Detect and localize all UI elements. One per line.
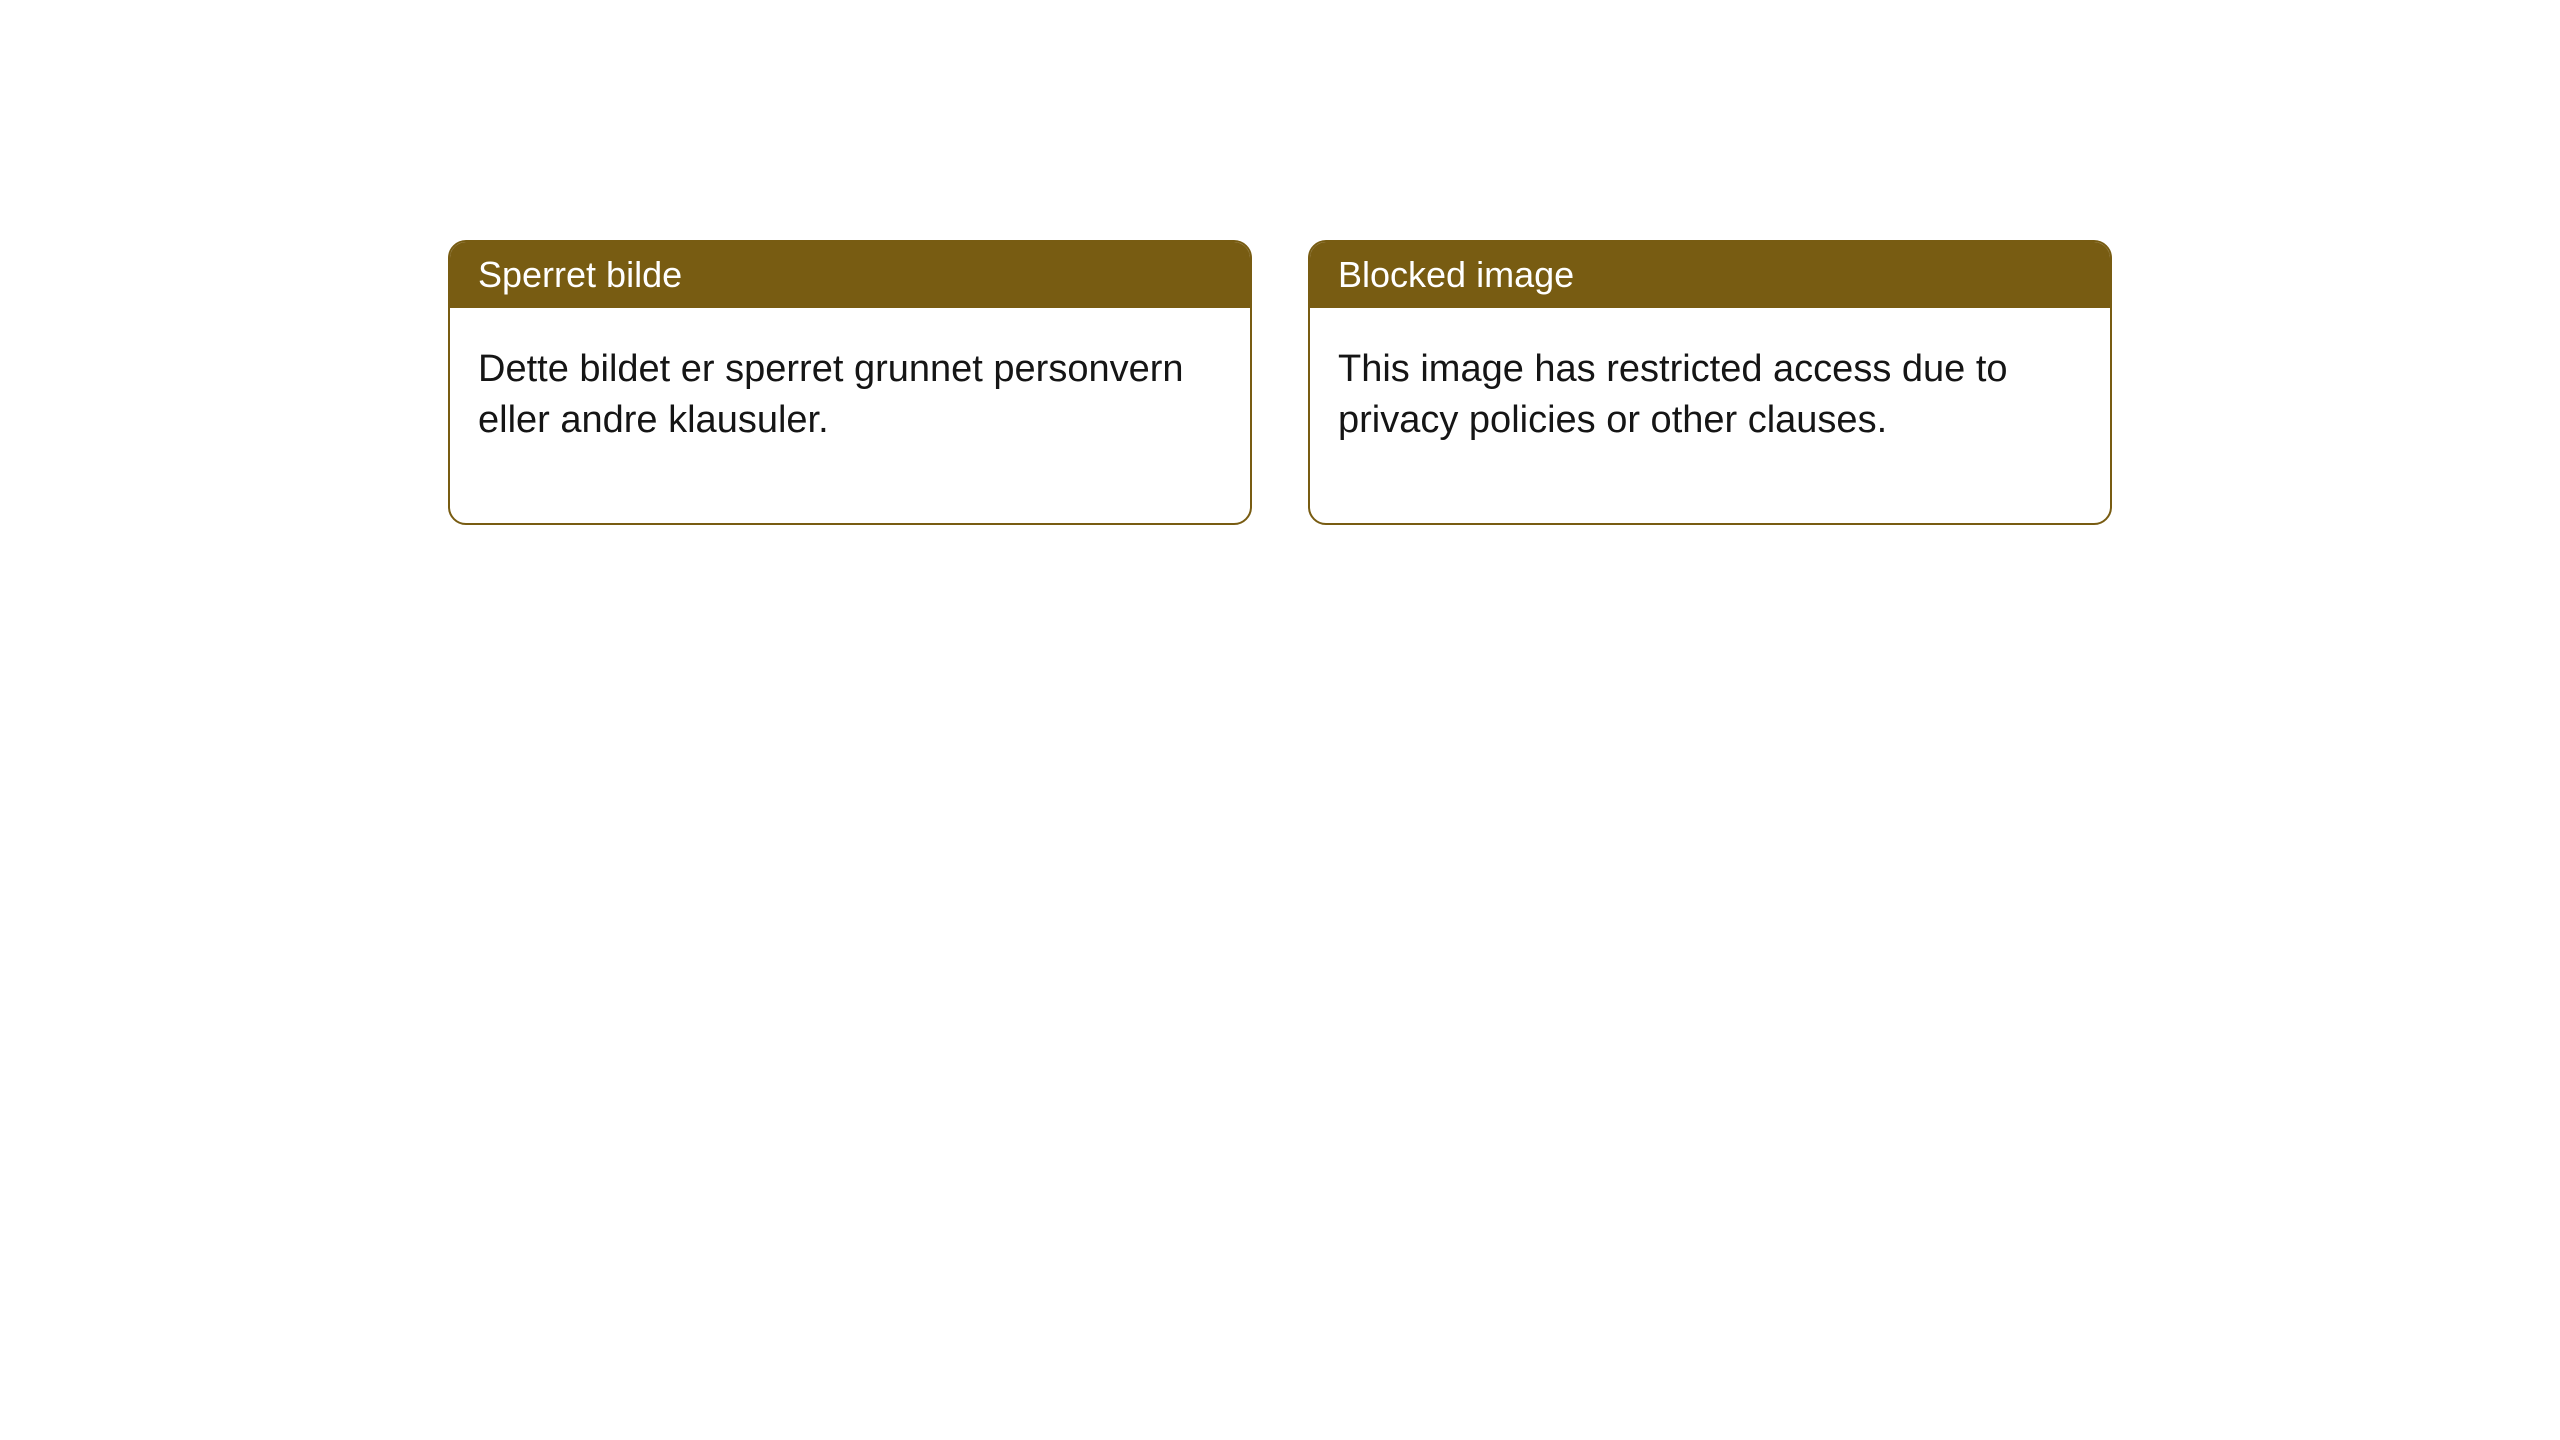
notice-header: Sperret bilde: [450, 242, 1250, 308]
notice-header: Blocked image: [1310, 242, 2110, 308]
notice-body-text: Dette bildet er sperret grunnet personve…: [478, 348, 1184, 441]
notice-title: Blocked image: [1338, 254, 1574, 295]
notice-title: Sperret bilde: [478, 254, 682, 295]
notice-container: Sperret bilde Dette bildet er sperret gr…: [448, 240, 2112, 525]
notice-body: Dette bildet er sperret grunnet personve…: [450, 308, 1250, 523]
notice-body-text: This image has restricted access due to …: [1338, 348, 2008, 441]
notice-body: This image has restricted access due to …: [1310, 308, 2110, 523]
notice-card-english: Blocked image This image has restricted …: [1308, 240, 2112, 525]
notice-card-norwegian: Sperret bilde Dette bildet er sperret gr…: [448, 240, 1252, 525]
